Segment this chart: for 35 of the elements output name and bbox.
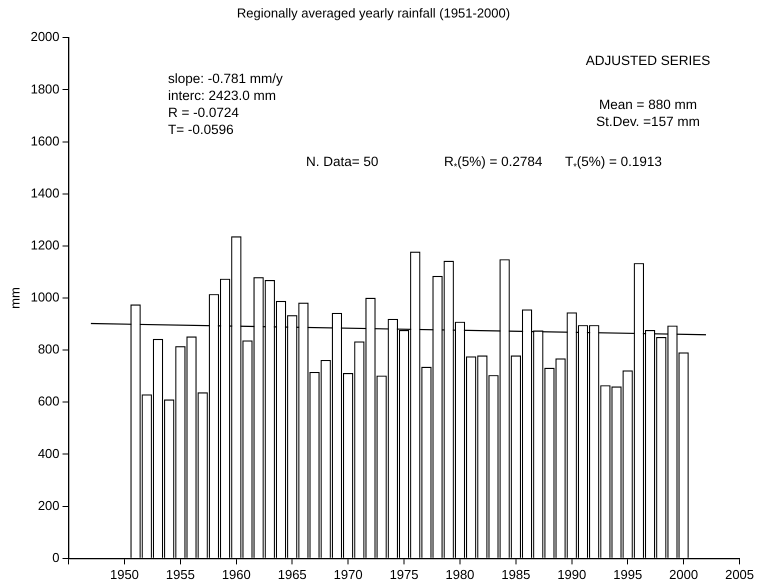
y-axis-title: mm	[7, 287, 22, 309]
y-tick-label: 800	[38, 342, 60, 357]
y-tick-label: 2000	[30, 29, 60, 44]
x-tick-label: 1955	[166, 566, 195, 582]
annotation: R$_{*}$(5%) = 0.2784	[444, 154, 542, 172]
y-tick-label: 0	[52, 550, 60, 565]
x-tick-label: 1965	[278, 566, 307, 582]
y-tick-label: 400	[38, 446, 60, 461]
annotation: St.Dev. =157 mm	[596, 114, 700, 129]
annotation: interc: 2423.0 mm	[168, 88, 276, 103]
y-tick-label: 1800	[30, 81, 60, 96]
x-tick-label: 1950	[110, 566, 139, 582]
chart-title: Regionally averaged yearly rainfall (1951-2000)	[236, 5, 510, 20]
x-tick-label: 2000	[669, 566, 698, 582]
x-tick-label: 1980	[445, 566, 474, 582]
x-tick-label: 1995	[613, 566, 642, 582]
x-tick-label: 1970	[334, 566, 363, 582]
y-tick-label: 600	[38, 394, 60, 409]
annotation: R = -0.0724	[168, 105, 239, 120]
x-tick-label: 2005	[725, 566, 754, 582]
y-tick-label: 1400	[30, 185, 60, 200]
x-tick-label: 1990	[557, 566, 586, 582]
annotation: Mean = 880 mm	[599, 97, 697, 112]
y-tick-label: 1000	[30, 290, 60, 305]
x-tick-label: 1960	[222, 566, 251, 582]
annotation: N. Data= 50	[306, 154, 378, 169]
y-tick-label: 1600	[30, 133, 60, 148]
x-tick-label: 1975	[390, 566, 418, 582]
y-tick-label: 200	[38, 498, 60, 513]
annotation: slope: -0.781 mm/y	[168, 71, 283, 86]
x-tick-label: 1985	[501, 566, 530, 582]
annotation: T= -0.0596	[168, 122, 234, 137]
annotation: T$_{*}$(5%) = 0.1913	[565, 154, 662, 172]
y-tick-label: 1200	[30, 238, 60, 252]
annotation: ADJUSTED SERIES	[586, 53, 710, 68]
